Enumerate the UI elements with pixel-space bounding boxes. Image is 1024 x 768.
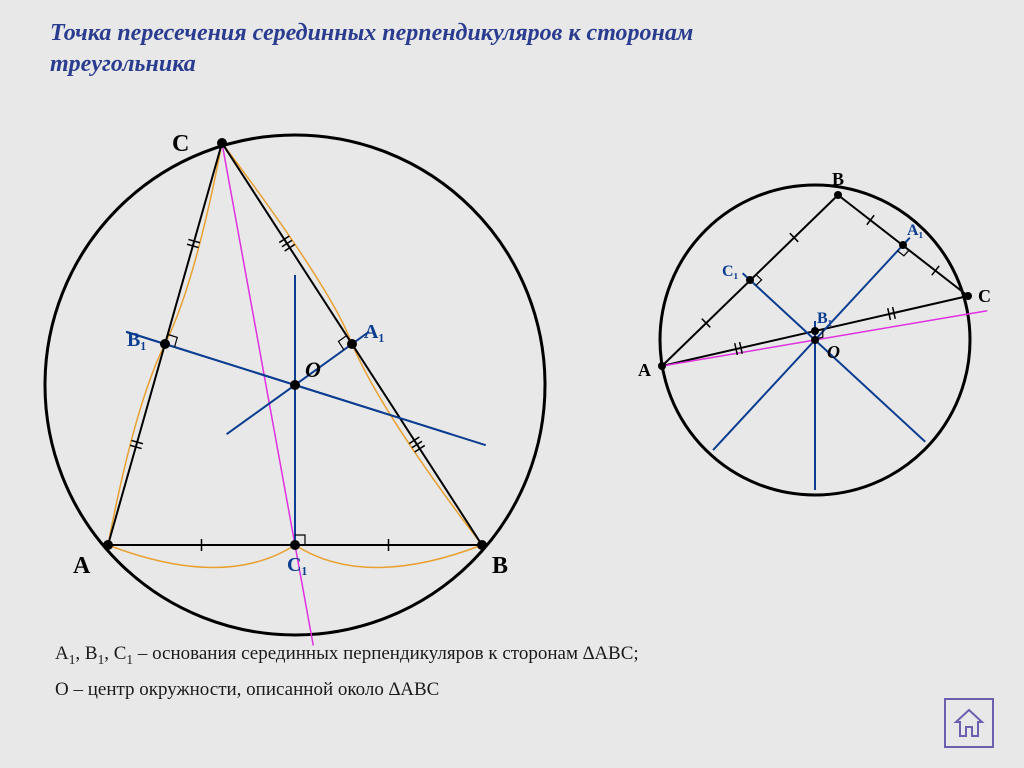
- svg-text:O: O: [827, 342, 840, 362]
- svg-text:B₁: B₁: [127, 329, 146, 351]
- svg-text:A: A: [73, 553, 91, 579]
- svg-text:A: A: [638, 360, 651, 380]
- svg-text:A₁: A₁: [364, 321, 384, 343]
- svg-text:O: O: [305, 357, 321, 382]
- caption-line-1: A1, B1, C1 – основания серединных перпен…: [55, 636, 639, 672]
- svg-text:B: B: [492, 553, 508, 579]
- geometry-diagram: A B C O A₁ B₁ C₁ A B C O A₁ B₁ C₁: [0, 100, 1024, 660]
- title-line-2: треугольника: [50, 51, 196, 77]
- svg-text:C: C: [978, 286, 991, 306]
- diagram-area: A B C O A₁ B₁ C₁ A B C O A₁ B₁ C₁: [0, 100, 1024, 660]
- home-icon: [952, 706, 986, 740]
- svg-text:A₁: A₁: [907, 222, 924, 239]
- svg-text:C₁: C₁: [722, 263, 739, 280]
- svg-text:C: C: [172, 131, 189, 157]
- svg-text:B: B: [832, 169, 844, 189]
- svg-text:C₁: C₁: [287, 554, 307, 576]
- home-button[interactable]: [944, 698, 994, 748]
- caption-block: A1, B1, C1 – основания серединных перпен…: [55, 636, 639, 708]
- caption-line-2: O – центр окружности, описанной около ∆A…: [55, 672, 639, 708]
- title-line-1: Точка пересечения серединных перпендикул…: [50, 20, 693, 46]
- slide-title: Точка пересечения серединных перпендикул…: [50, 18, 693, 80]
- svg-text:B₁: B₁: [817, 310, 833, 327]
